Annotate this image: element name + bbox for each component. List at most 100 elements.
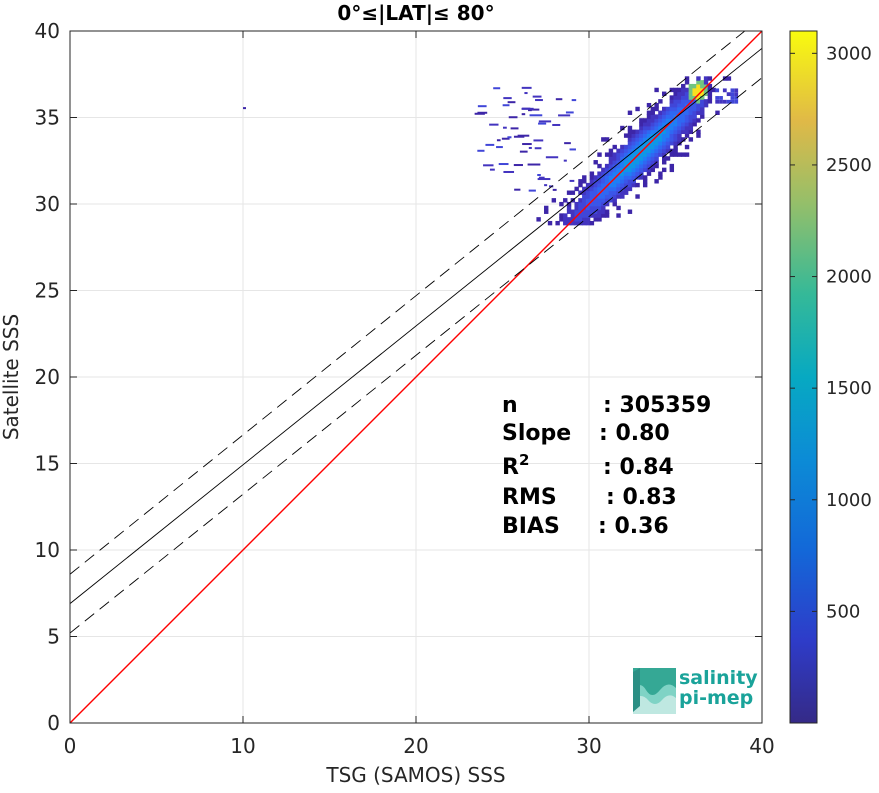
density-bin — [684, 91, 690, 96]
y-tick-label: 15 — [35, 452, 60, 476]
density-bin — [639, 125, 644, 131]
density-bin — [646, 125, 652, 131]
density-bin — [715, 88, 720, 93]
density-bin — [669, 106, 675, 112]
density-bin — [620, 186, 625, 192]
density-bin — [650, 148, 655, 154]
density-bin — [627, 156, 633, 161]
density-bin — [532, 95, 542, 98]
density-bin — [662, 152, 667, 157]
density-bin — [631, 167, 636, 173]
density-bin — [620, 194, 625, 199]
density-bin — [642, 125, 648, 131]
density-bin — [700, 80, 705, 85]
density-bin — [677, 121, 682, 127]
density-bin — [620, 156, 625, 161]
density-bin — [673, 102, 678, 108]
density-bin — [604, 137, 610, 142]
density-bin — [604, 152, 610, 157]
density-bin — [601, 198, 606, 203]
density-bin — [650, 129, 655, 135]
density-bin — [669, 87, 675, 93]
density-bin — [730, 88, 735, 93]
density-bin — [642, 141, 648, 146]
density-bin — [696, 95, 701, 100]
density-bin — [552, 188, 557, 191]
density-bin — [673, 133, 678, 138]
density-bin — [681, 152, 686, 157]
density-bin — [563, 198, 568, 203]
density-bin — [681, 118, 686, 123]
density-bin — [620, 148, 625, 154]
density-bin — [620, 182, 625, 188]
density-bin — [635, 137, 640, 142]
density-bin — [528, 146, 532, 149]
density-bin — [514, 188, 521, 191]
density-bin — [544, 184, 548, 187]
density-bin — [684, 87, 690, 93]
density-bin — [635, 129, 640, 135]
reference-lines — [70, 31, 762, 723]
density-bin — [669, 137, 675, 142]
density-bin — [555, 98, 563, 101]
density-bin — [623, 182, 629, 188]
density-bin — [650, 106, 655, 112]
density-bin — [627, 129, 633, 135]
density-bin — [521, 86, 532, 89]
density-bin — [654, 144, 659, 150]
density-bin — [650, 167, 655, 173]
density-bin — [601, 194, 606, 199]
density-bin — [684, 99, 690, 104]
density-bin — [673, 137, 678, 142]
density-bin — [597, 194, 602, 199]
density-bin — [673, 118, 678, 123]
density-bin — [582, 194, 587, 199]
density-bin — [658, 152, 663, 157]
density-bin — [597, 175, 602, 180]
x-tick-label: 20 — [403, 734, 428, 758]
density-bin — [681, 114, 686, 119]
density-bin — [635, 167, 640, 173]
density-bin — [673, 141, 678, 146]
density-bin — [681, 110, 686, 115]
density-bin — [665, 148, 671, 154]
density-outlier — [243, 107, 246, 110]
density-bin — [589, 209, 595, 214]
density-bin — [496, 139, 501, 142]
density-bin — [604, 186, 610, 192]
density-bin — [681, 83, 686, 89]
density-bin — [566, 205, 572, 211]
density-bin — [669, 95, 675, 100]
density-bin — [642, 175, 648, 180]
density-bin — [665, 125, 671, 131]
density-bin — [616, 152, 621, 157]
density-bin — [646, 167, 652, 173]
density-bin — [692, 91, 697, 96]
density-bin — [574, 217, 579, 222]
density-bin — [669, 133, 675, 138]
density-bin — [734, 92, 739, 97]
density-bin — [650, 118, 655, 123]
density-bin — [696, 102, 701, 108]
density-bin — [627, 144, 633, 150]
density-bin — [684, 144, 690, 150]
density-bin — [571, 99, 577, 102]
density-bin — [627, 133, 633, 138]
density-bin — [574, 186, 579, 192]
density-bin — [604, 179, 610, 184]
density-bin — [673, 129, 678, 135]
density-bin — [604, 213, 610, 218]
density-bin — [593, 213, 598, 218]
density-bin — [673, 110, 678, 115]
density-bin — [700, 95, 705, 100]
density-bin — [502, 104, 510, 107]
density-bin — [631, 175, 636, 180]
density-bin — [635, 141, 640, 146]
density-bin — [696, 106, 701, 112]
density-bin — [589, 194, 595, 199]
density-bin — [642, 118, 648, 123]
density-bin — [582, 220, 587, 226]
density-bin — [612, 171, 617, 176]
density-bin — [639, 118, 644, 123]
density-bin — [658, 133, 663, 138]
